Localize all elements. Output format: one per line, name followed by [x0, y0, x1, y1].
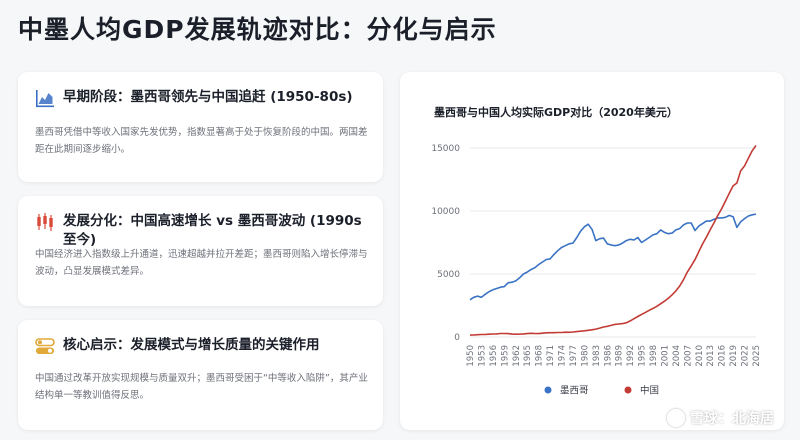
candlestick-icon [37, 213, 53, 231]
x-tick-label: 1980 [580, 345, 590, 367]
snowball-logo-icon [667, 409, 685, 427]
x-tick-label: 2016 [718, 345, 728, 367]
toggle-icon [35, 338, 55, 354]
legend-marker [624, 386, 632, 394]
card-body: 中国通过改革开放实现规模与质量双升；墨西哥受困于“中等收入陷阱”，其产业结构单一… [35, 373, 368, 401]
x-tick-label: 1998 [649, 345, 659, 367]
x-tick-label: 1953 [477, 345, 487, 367]
x-tick-label: 1959 [500, 345, 510, 367]
x-tick-label: 1986 [603, 345, 613, 367]
watermark-text: 雪球：北海居 [690, 411, 774, 427]
x-tick-label: 1977 [569, 345, 579, 367]
x-tick-label: 1989 [615, 345, 625, 367]
x-tick-label: 1950 [466, 345, 476, 367]
y-tick-label: 5000 [437, 270, 460, 280]
x-tick-label: 1983 [592, 345, 602, 367]
chart-card: 墨西哥与中国人均实际GDP对比（2020年美元） 0 5000 10000 15000… [400, 72, 784, 430]
legend-marker [544, 386, 552, 394]
legend-label: 墨西哥 [560, 386, 589, 397]
page-title: 中墨人均GDP发展轨迹对比：分化与启示 [18, 15, 497, 44]
series-line-mexico [469, 213, 757, 301]
x-tick-label: 2019 [729, 345, 739, 367]
x-tick-label: 1995 [638, 345, 648, 367]
card-divergence: 发展分化：中国高速增长 vs 墨西哥波动 (1990s至今) 中国经济进入指数级… [18, 196, 383, 306]
x-tick-label: 2025 [752, 345, 762, 367]
chart-title: 墨西哥与中国人均实际GDP对比（2020年美元） [434, 106, 678, 119]
x-tick-label: 1971 [546, 345, 556, 367]
x-tick-label: 1965 [523, 345, 533, 367]
watermark: 雪球：北海居 [667, 408, 774, 428]
x-tick-label: 1974 [558, 345, 568, 367]
x-tick-label: 1968 [535, 345, 545, 367]
x-tick-label: 2001 [660, 345, 670, 367]
x-tick-label: 2004 [672, 345, 682, 367]
card-insight: 核心启示：发展模式与增长质量的关键作用 中国通过改革开放实现规模与质量双升；墨西… [18, 320, 383, 430]
area-chart-icon [36, 90, 54, 108]
x-tick-label: 1962 [512, 345, 522, 367]
x-tick-label: 1992 [626, 345, 636, 367]
x-tick-label: 2013 [706, 345, 716, 367]
x-tick-label: 1956 [489, 345, 499, 367]
legend-label: 中国 [640, 385, 659, 397]
y-tick-label: 0 [454, 333, 460, 343]
card-title: 发展分化：中国高速增长 vs 墨西哥波动 (1990s至今) [63, 213, 362, 248]
y-tick-label: 15000 [431, 144, 460, 154]
card-title: 早期阶段：墨西哥领先与中国追赶 (1950-80s) [63, 89, 353, 105]
card-title: 核心启示：发展模式与增长质量的关键作用 [63, 337, 320, 353]
card-body: 墨西哥凭借中等收入国家先发优势，指数显著高于处于恢复阶段的中国。两国差距在此期间… [35, 127, 368, 155]
series-line-china [469, 145, 757, 336]
card-early-stage: 早期阶段：墨西哥领先与中国追赶 (1950-80s) 墨西哥凭借中等收入国家先发… [18, 72, 383, 182]
card-body: 中国经济进入指数级上升通道，迅速超越并拉开差距；墨西哥则陷入增长停滞与波动，凸显… [35, 249, 368, 277]
x-tick-label: 2022 [741, 345, 751, 367]
x-tick-label: 2007 [683, 345, 693, 367]
y-tick-label: 10000 [431, 207, 460, 217]
x-tick-label: 2010 [695, 345, 705, 367]
